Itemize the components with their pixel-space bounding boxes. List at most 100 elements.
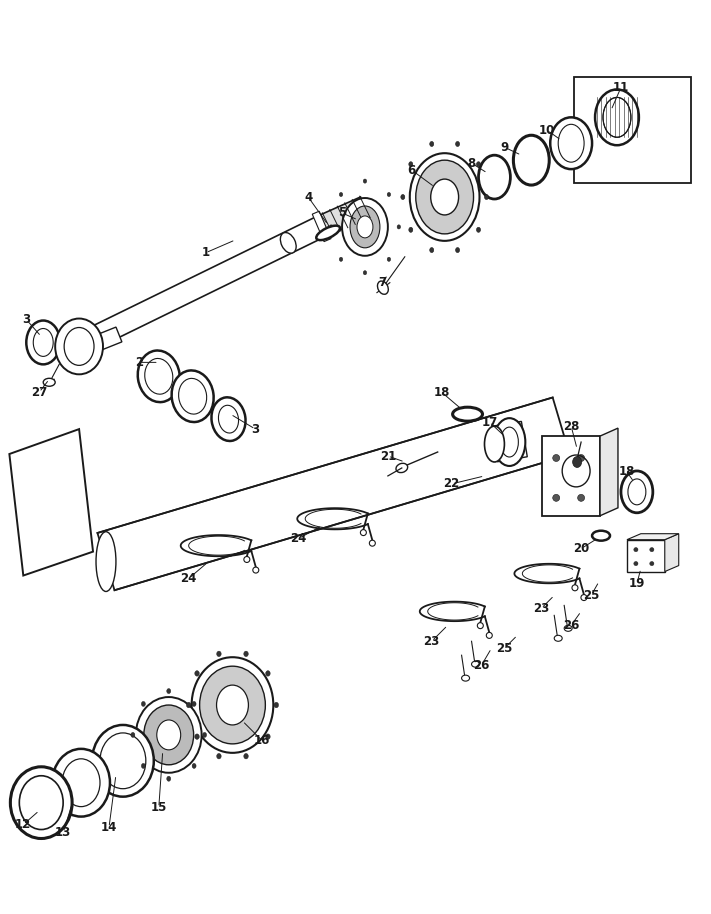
Ellipse shape [186, 702, 191, 707]
Ellipse shape [92, 725, 154, 797]
Text: 25: 25 [583, 589, 599, 602]
Text: 9: 9 [501, 141, 508, 154]
Ellipse shape [513, 135, 549, 185]
Text: 3: 3 [22, 313, 31, 326]
Ellipse shape [621, 471, 653, 513]
Ellipse shape [131, 732, 135, 738]
Ellipse shape [484, 426, 504, 462]
Ellipse shape [244, 557, 250, 562]
Polygon shape [96, 327, 122, 350]
Ellipse shape [369, 540, 375, 547]
Ellipse shape [141, 701, 145, 707]
Ellipse shape [167, 776, 171, 781]
Bar [542, 436, 600, 515]
Ellipse shape [429, 248, 434, 252]
Ellipse shape [484, 195, 488, 199]
Ellipse shape [577, 454, 584, 462]
Ellipse shape [195, 734, 199, 739]
Text: 1: 1 [201, 246, 210, 260]
Ellipse shape [342, 198, 388, 256]
Text: 27: 27 [31, 386, 48, 399]
Text: 21: 21 [380, 450, 396, 462]
Ellipse shape [456, 248, 459, 252]
Text: 3: 3 [251, 422, 260, 436]
Ellipse shape [192, 657, 273, 753]
Ellipse shape [200, 666, 265, 744]
Ellipse shape [550, 117, 592, 169]
Ellipse shape [178, 378, 207, 414]
Text: 20: 20 [573, 542, 589, 555]
Ellipse shape [387, 193, 390, 197]
Ellipse shape [280, 232, 296, 253]
Ellipse shape [171, 370, 214, 422]
Ellipse shape [266, 734, 270, 739]
Ellipse shape [192, 763, 196, 769]
Ellipse shape [52, 749, 110, 816]
Ellipse shape [409, 162, 413, 166]
Text: 5: 5 [338, 207, 346, 219]
Bar [627, 539, 665, 571]
Ellipse shape [217, 651, 221, 656]
Ellipse shape [431, 179, 459, 215]
Ellipse shape [471, 661, 479, 667]
Text: 17: 17 [481, 416, 498, 429]
Ellipse shape [64, 327, 94, 366]
Ellipse shape [476, 162, 481, 166]
Polygon shape [316, 197, 370, 237]
Text: 24: 24 [290, 532, 306, 545]
Ellipse shape [378, 281, 388, 294]
Polygon shape [627, 534, 679, 539]
Ellipse shape [43, 378, 55, 387]
Ellipse shape [552, 454, 560, 462]
Ellipse shape [397, 225, 400, 229]
Text: 25: 25 [496, 642, 513, 654]
Ellipse shape [360, 529, 366, 536]
Ellipse shape [572, 456, 582, 467]
Text: 14: 14 [101, 821, 117, 834]
Ellipse shape [456, 142, 459, 146]
Ellipse shape [244, 753, 248, 759]
Ellipse shape [316, 226, 340, 240]
Text: 24: 24 [181, 572, 197, 585]
Ellipse shape [217, 686, 248, 725]
Ellipse shape [357, 216, 373, 238]
Ellipse shape [634, 561, 638, 566]
Ellipse shape [416, 160, 474, 234]
Text: 18: 18 [619, 465, 635, 478]
Polygon shape [9, 429, 93, 576]
Ellipse shape [387, 257, 390, 261]
Ellipse shape [136, 697, 202, 772]
Text: 22: 22 [444, 477, 460, 491]
Ellipse shape [195, 671, 199, 676]
Ellipse shape [26, 321, 60, 365]
Text: 4: 4 [304, 190, 312, 204]
Polygon shape [312, 211, 331, 241]
Ellipse shape [552, 494, 560, 501]
Text: 23: 23 [424, 635, 440, 648]
Ellipse shape [33, 328, 53, 356]
Polygon shape [665, 534, 679, 571]
Ellipse shape [167, 688, 171, 694]
Text: 2: 2 [135, 356, 143, 369]
Ellipse shape [396, 463, 407, 473]
Ellipse shape [253, 567, 259, 573]
Ellipse shape [409, 228, 413, 232]
Ellipse shape [350, 206, 380, 248]
Ellipse shape [145, 358, 173, 394]
Polygon shape [91, 217, 325, 346]
Text: 7: 7 [378, 276, 386, 289]
Ellipse shape [634, 547, 638, 552]
Ellipse shape [650, 561, 654, 566]
Ellipse shape [157, 720, 181, 749]
Polygon shape [574, 78, 690, 183]
Ellipse shape [461, 675, 469, 681]
Ellipse shape [363, 179, 367, 183]
Ellipse shape [493, 418, 525, 466]
Ellipse shape [572, 585, 578, 590]
Polygon shape [491, 421, 528, 462]
Ellipse shape [479, 155, 510, 199]
Ellipse shape [486, 632, 492, 638]
Ellipse shape [141, 763, 145, 769]
Ellipse shape [363, 271, 367, 275]
Ellipse shape [192, 701, 196, 707]
